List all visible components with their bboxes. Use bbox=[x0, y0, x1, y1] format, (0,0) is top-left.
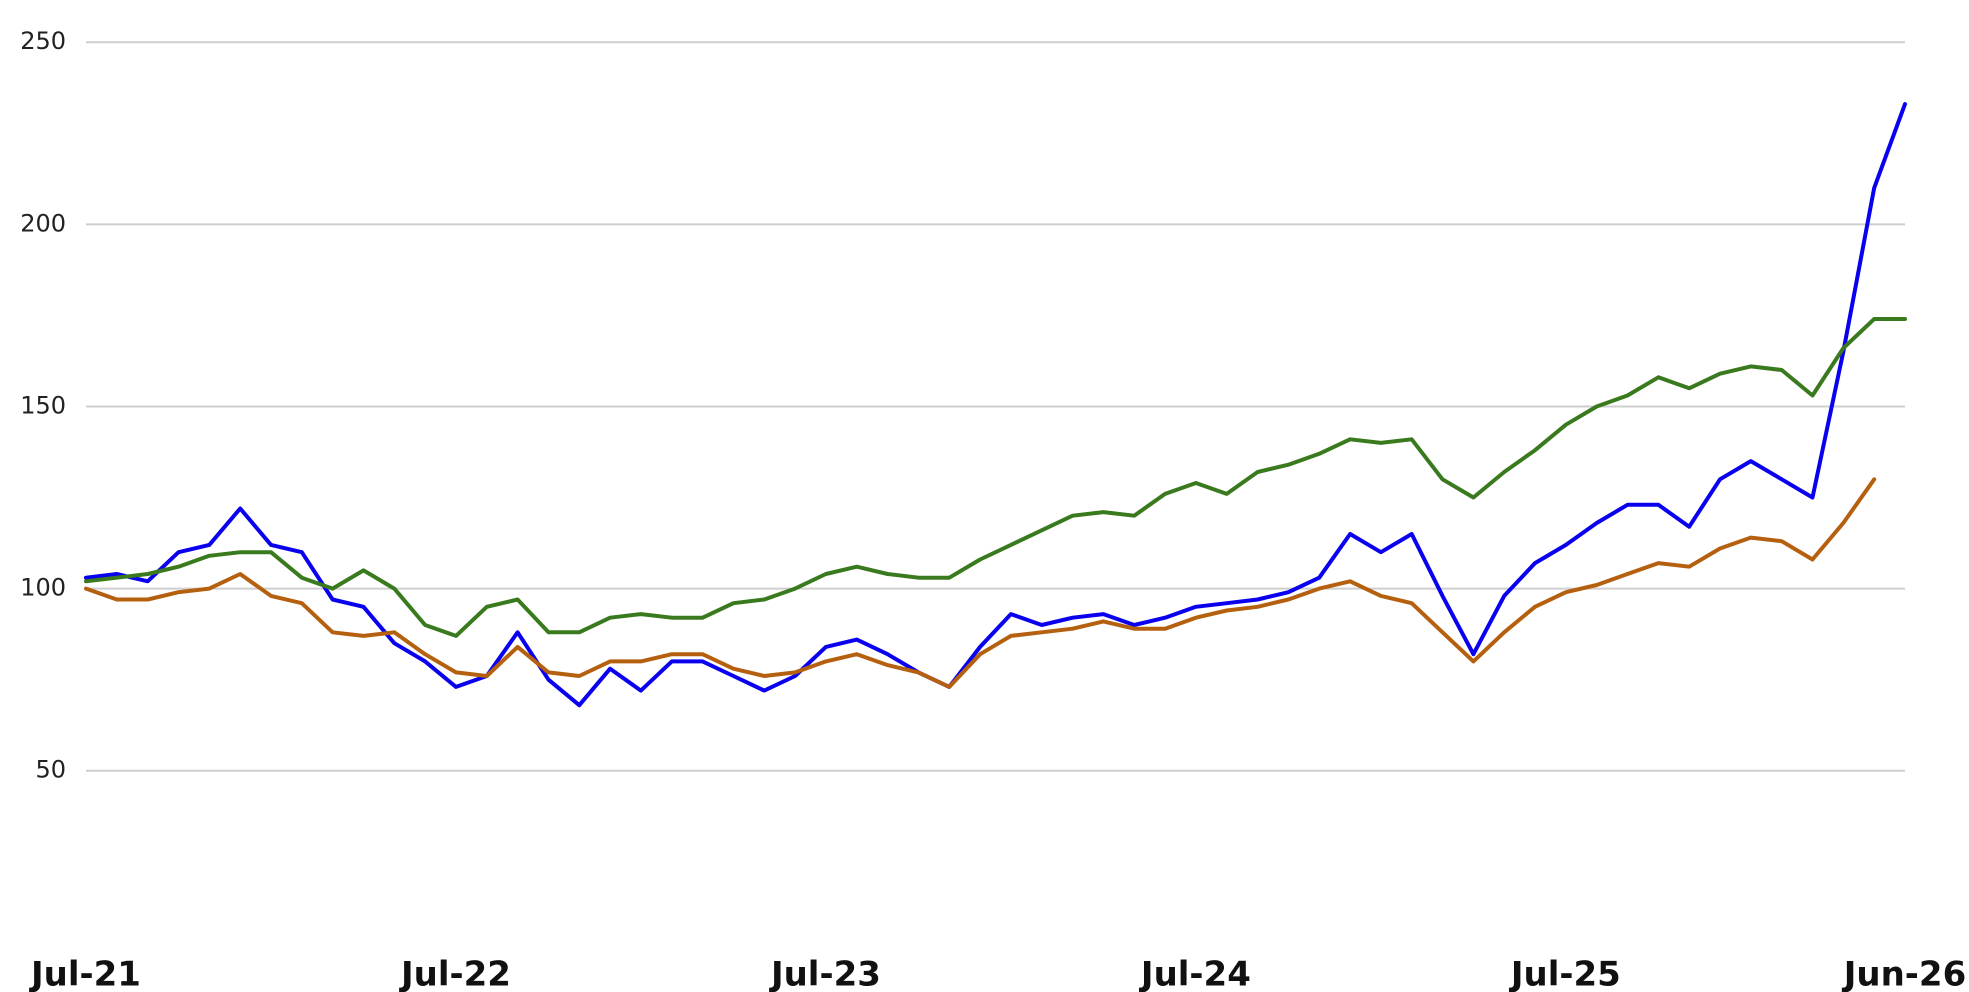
y-tick-label: 250 bbox=[20, 27, 66, 55]
line-series bbox=[84, 477, 1877, 689]
x-tick-label: Jun-26 bbox=[1842, 955, 1967, 992]
y-tick-label: 100 bbox=[20, 574, 66, 602]
y-tick-label: 50 bbox=[35, 756, 66, 784]
x-tick-label: Jul-23 bbox=[769, 955, 881, 992]
x-tick-label: Jul-22 bbox=[399, 955, 511, 992]
y-tick-label: 150 bbox=[20, 391, 66, 419]
x-tick-label: Jul-21 bbox=[29, 955, 141, 992]
y-tick-label: 200 bbox=[20, 209, 66, 237]
x-tick-label: Jul-25 bbox=[1509, 955, 1621, 992]
line-series bbox=[84, 102, 1907, 708]
x-tick-label: Jul-24 bbox=[1139, 955, 1251, 992]
line-series bbox=[84, 317, 1907, 638]
